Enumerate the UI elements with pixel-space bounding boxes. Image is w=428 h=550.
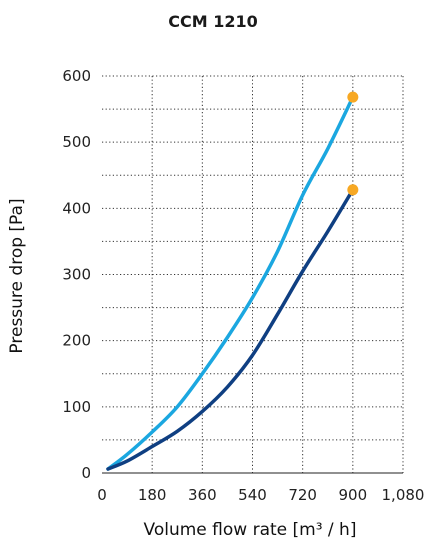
y-tick-label: 0 — [81, 464, 91, 482]
series-line-2 — [106, 188, 355, 471]
chart-title: CCM 1210 — [168, 12, 258, 31]
x-tick-label: 900 — [339, 486, 368, 504]
series-group — [106, 91, 359, 471]
tick-labels: 0 180 360 540 720 900 1,080 0 100 200 300 400 500 600 — [62, 67, 424, 504]
x-tick-label: 1,080 — [382, 486, 425, 504]
y-tick-label: 500 — [62, 133, 91, 151]
series-line-1 — [106, 95, 355, 471]
y-axis-label: Pressure drop [Pa] — [7, 198, 27, 353]
endpoint-marker-1 — [347, 91, 359, 103]
x-tick-label: 180 — [138, 486, 167, 504]
x-tick-label: 360 — [188, 486, 217, 504]
y-tick-label: 400 — [62, 199, 91, 217]
x-tick-label: 540 — [238, 486, 267, 504]
y-tick-label: 100 — [62, 398, 91, 416]
y-tick-label: 600 — [62, 67, 91, 85]
grid — [102, 75, 404, 473]
y-tick-label: 200 — [62, 332, 91, 350]
x-tick-label: 0 — [97, 486, 107, 504]
x-axis-label: Volume flow rate [m³ / h] — [144, 520, 357, 540]
endpoint-marker-2 — [347, 184, 359, 196]
x-tick-label: 720 — [288, 486, 317, 504]
y-tick-label: 300 — [62, 266, 91, 284]
